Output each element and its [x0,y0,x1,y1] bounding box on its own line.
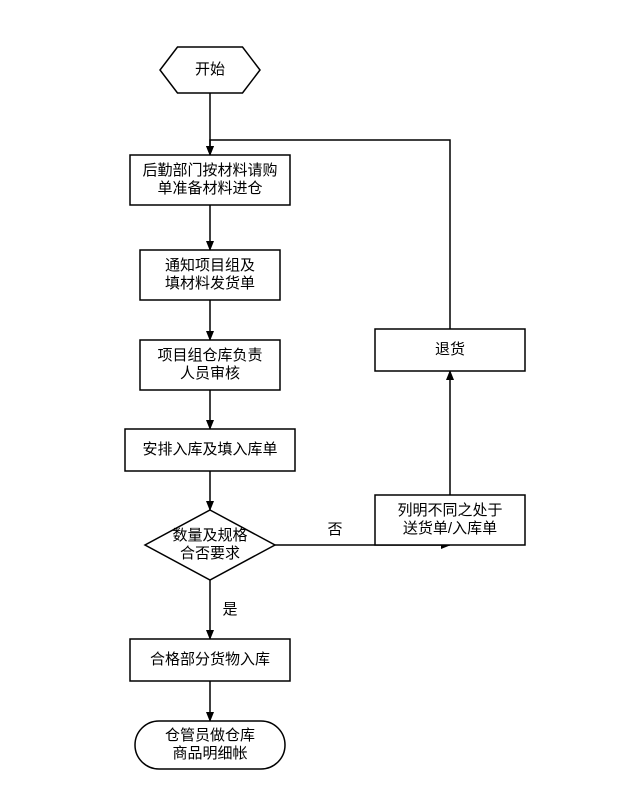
node-text: 单准备材料进仓 [157,180,262,197]
node-n9: 退货 [375,329,525,371]
node-text: 通知项目组及 [165,257,255,274]
node-text: 合否要求 [180,545,240,562]
node-text: 安排入库及填入库单 [142,441,277,458]
nodes-layer: 开始后勤部门按材料请购单准备材料进仓通知项目组及填材料发货单项目组仓库负责人员审… [125,47,525,769]
node-text: 人员审核 [180,365,240,382]
node-n8: 列明不同之处于送货单/入库单 [375,495,525,545]
node-n0: 开始 [160,47,260,93]
node-n2: 通知项目组及填材料发货单 [140,250,280,300]
node-text: 数量及规格 [172,527,247,544]
node-n3: 项目组仓库负责人员审核 [140,340,280,390]
node-text: 填材料发货单 [165,275,255,292]
node-text: 送货单/入库单 [403,520,497,537]
node-n1: 后勤部门按材料请购单准备材料进仓 [130,155,290,205]
node-text: 商品明细帐 [172,745,247,762]
flowchart-canvas: 是否 开始后勤部门按材料请购单准备材料进仓通知项目组及填材料发货单项目组仓库负责… [0,0,640,803]
node-text: 后勤部门按材料请购 [142,162,277,179]
node-n4: 安排入库及填入库单 [125,429,295,471]
edge-label: 否 [327,521,342,538]
edge-label: 是 [222,601,237,618]
node-text: 退货 [435,341,465,358]
node-n6: 合格部分货物入库 [130,639,290,681]
node-text: 开始 [195,61,225,78]
node-text: 列明不同之处于 [397,502,502,519]
node-n7: 仓管员做仓库商品明细帐 [135,721,285,769]
node-text: 合格部分货物入库 [150,651,270,668]
node-n5: 数量及规格合否要求 [145,510,275,580]
node-text: 仓管员做仓库 [165,727,255,744]
node-text: 项目组仓库负责 [157,347,262,364]
